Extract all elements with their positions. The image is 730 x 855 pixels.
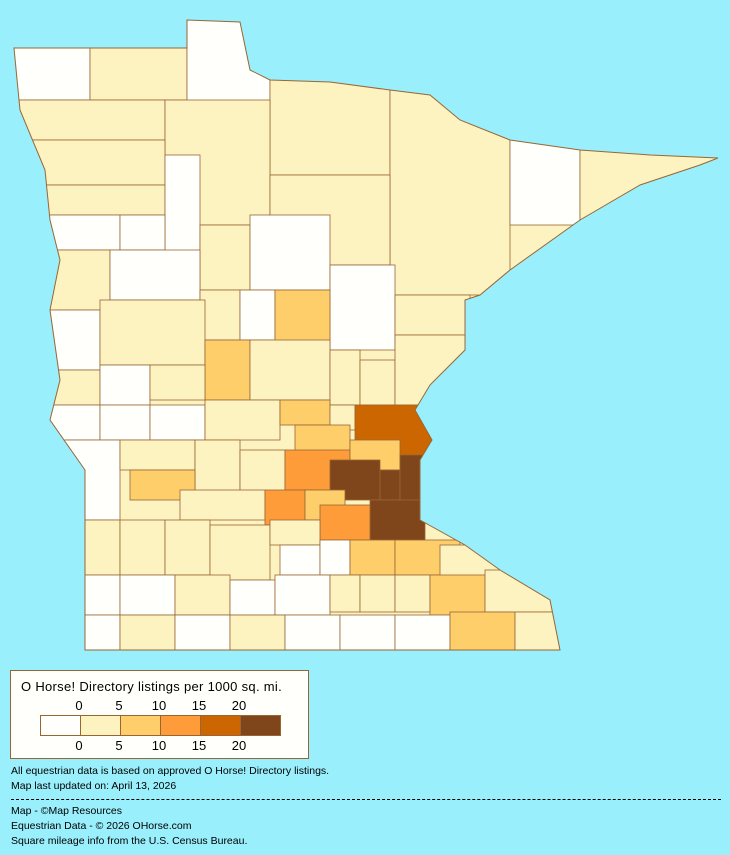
county-region: [329, 349, 361, 406]
legend-top-tick: 5: [115, 698, 123, 713]
county-region: [14, 139, 166, 186]
county-region: [339, 614, 396, 650]
minnesota-county-map: [13, 19, 719, 651]
legend: O Horse! Directory listings per 1000 sq.…: [10, 670, 309, 759]
legend-top-tick: 10: [151, 698, 167, 713]
county-region: [14, 309, 101, 371]
county-region: [249, 339, 331, 401]
legend-bottom-tick: 5: [115, 738, 123, 753]
county-region: [269, 519, 321, 546]
legend-swatch: [121, 716, 161, 735]
county-region: [319, 539, 351, 576]
legend-top-tick: 15: [191, 698, 207, 713]
county-region: [269, 59, 391, 176]
county-region: [279, 399, 331, 426]
legend-swatch: [41, 716, 81, 735]
county-region: [119, 214, 166, 251]
county-region: [174, 574, 231, 616]
last-updated-note: Map last updated on: April 13, 2026: [11, 780, 177, 792]
county-region: [99, 299, 206, 366]
county-region: [209, 524, 271, 581]
county-region: [394, 334, 471, 406]
legend-swatch: [161, 716, 201, 735]
county-region: [394, 574, 431, 613]
county-region: [89, 20, 188, 101]
county-region: [99, 364, 151, 406]
county-region: [429, 574, 486, 616]
legend-bottom-tick: 0: [75, 738, 83, 753]
county-region: [579, 119, 718, 301]
county-region: [449, 611, 516, 650]
county-region: [109, 249, 201, 301]
county-region: [264, 489, 306, 526]
county-region: [509, 119, 581, 226]
county-region: [14, 404, 101, 441]
county-region: [119, 519, 166, 576]
county-region: [14, 369, 101, 406]
county-region: [329, 574, 361, 613]
county-region: [179, 489, 266, 521]
county-region: [249, 214, 331, 291]
legend-swatch: [81, 716, 121, 735]
county-region: [359, 574, 396, 613]
county-region: [199, 224, 251, 291]
legend-swatch: [241, 716, 280, 735]
county-region: [389, 59, 511, 296]
county-region: [14, 214, 121, 251]
county-region: [229, 579, 276, 616]
county-region: [199, 289, 241, 341]
legend-color-scale: [40, 715, 281, 736]
county-region: [329, 264, 396, 351]
data-credit: Equestrian Data - © 2026 OHorse.com: [11, 820, 192, 832]
county-region: [14, 439, 121, 521]
county-region: [14, 249, 111, 311]
county-region: [239, 289, 276, 341]
county-region: [119, 439, 196, 471]
county-region: [369, 499, 426, 546]
legend-bottom-tick: 10: [151, 738, 167, 753]
county-region: [84, 519, 121, 576]
county-region: [164, 519, 211, 576]
county-region: [284, 614, 341, 650]
county-region: [394, 614, 451, 650]
county-region: [164, 154, 201, 256]
legend-top-tick: 0: [75, 698, 83, 713]
census-credit: Square mileage info from the U.S. Census…: [11, 835, 248, 847]
data-source-note: All equestrian data is based on approved…: [11, 765, 330, 777]
county-region: [99, 404, 151, 441]
county-region: [149, 404, 206, 441]
county-region: [119, 614, 176, 650]
county-region: [274, 574, 331, 616]
county-region: [229, 614, 286, 650]
county-region: [394, 294, 471, 336]
county-region: [119, 574, 176, 616]
legend-swatch: [201, 716, 241, 735]
county-region: [379, 469, 401, 501]
legend-top-tick: 20: [231, 698, 247, 713]
county-region: [14, 20, 91, 101]
county-region: [204, 339, 251, 401]
county-region: [279, 544, 321, 576]
county-region: [204, 399, 281, 441]
county-region: [174, 614, 231, 650]
divider: [11, 799, 721, 800]
county-region: [14, 99, 166, 141]
county-region: [84, 574, 121, 616]
county-region: [349, 539, 396, 576]
county-region: [14, 184, 166, 216]
legend-bottom-tick: 20: [231, 738, 247, 753]
map-credit: Map - ©Map Resources: [11, 805, 123, 817]
county-region: [84, 614, 121, 650]
state-outline: [13, 19, 719, 651]
legend-bottom-tick: 15: [191, 738, 207, 753]
county-region: [319, 504, 371, 541]
county-region: [149, 364, 206, 401]
county-region: [359, 359, 396, 406]
legend-title: O Horse! Directory listings per 1000 sq.…: [21, 679, 283, 694]
county-region: [484, 569, 601, 613]
